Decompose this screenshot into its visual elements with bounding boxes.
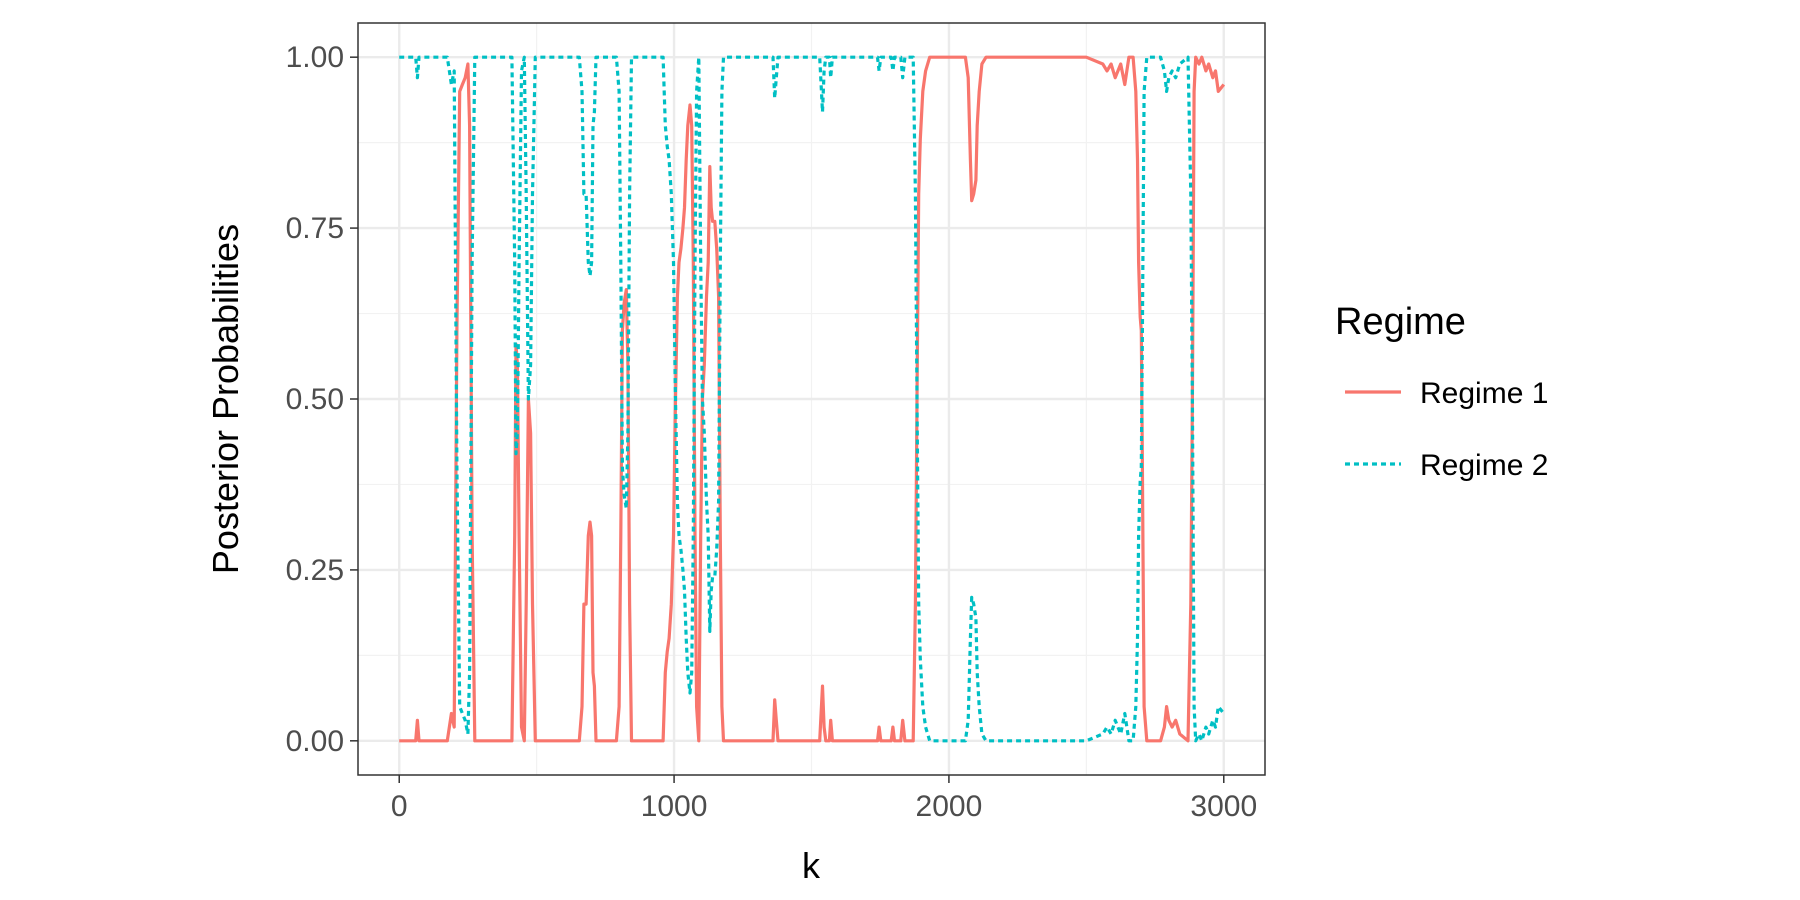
x-tick-label: 3000	[1190, 790, 1257, 823]
y-tick-label: 0.25	[286, 554, 344, 587]
y-tick-label: 0.50	[286, 383, 344, 416]
x-axis-title: k	[802, 845, 821, 886]
x-axis: 0 1000 2000 3000	[391, 775, 1257, 823]
x-tick-label: 2000	[916, 790, 983, 823]
legend-label-regime-2: Regime 2	[1420, 449, 1548, 482]
y-tick-label: 0.75	[286, 212, 344, 245]
legend-title: Regime	[1335, 301, 1466, 343]
series-line-regime-2	[399, 55, 1226, 743]
x-tick-label: 0	[391, 790, 408, 823]
series-line-regime-1	[399, 55, 1226, 743]
y-axis: 0.00 0.25 0.50 0.75 1.00	[286, 41, 358, 758]
x-tick-label: 1000	[641, 790, 708, 823]
y-axis-title: Posterior Probabilities	[205, 224, 246, 574]
legend-label-regime-1: Regime 1	[1420, 377, 1548, 410]
y-tick-label: 0.00	[286, 725, 344, 758]
series-lines	[399, 55, 1226, 743]
y-tick-label: 1.00	[286, 41, 344, 74]
legend: Regime Regime 1 Regime 2	[1335, 301, 1548, 482]
